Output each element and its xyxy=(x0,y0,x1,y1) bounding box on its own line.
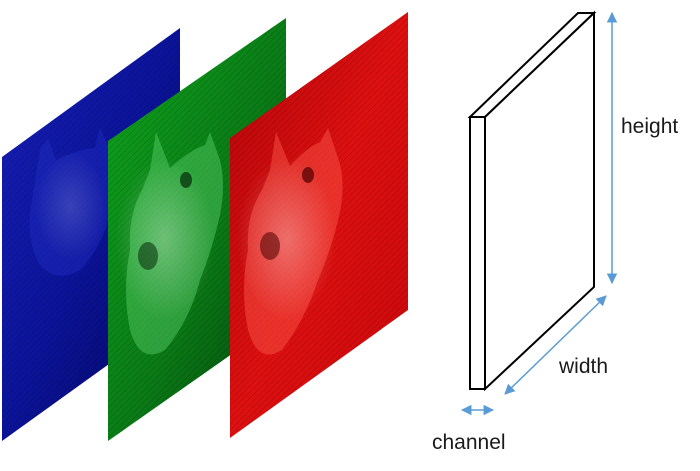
width-arrow xyxy=(504,295,607,395)
dimension-arrows xyxy=(460,11,618,416)
channel-label: channel xyxy=(432,431,506,454)
box-front-face xyxy=(469,116,486,390)
red-channel-plane xyxy=(230,12,408,438)
box-right-face xyxy=(484,10,595,392)
height-label: height xyxy=(621,115,678,138)
tensor-box xyxy=(467,10,597,392)
width-label: width xyxy=(558,355,608,378)
